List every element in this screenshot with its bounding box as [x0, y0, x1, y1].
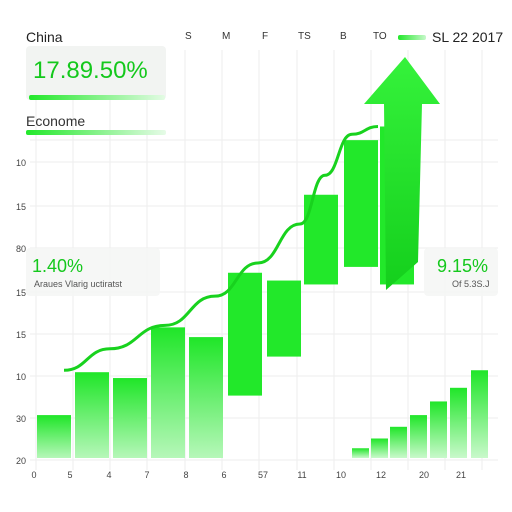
kpi-value: 17.89.50% — [33, 57, 148, 84]
left-stat-panel: 1.40% Araues Vlarig uctiratst — [26, 248, 160, 296]
y-tick-label: 10 — [16, 158, 26, 168]
main-bar — [228, 272, 262, 396]
main-bar — [151, 327, 185, 458]
main-bar — [37, 415, 71, 458]
x-tick-label: 57 — [258, 470, 268, 480]
main-bar — [267, 280, 301, 357]
main-bar — [344, 140, 378, 267]
month-label: TO — [373, 31, 387, 42]
y-tick-label: 30 — [16, 414, 26, 424]
small-bar — [471, 370, 488, 458]
left-stat-caption: Araues Vlarig uctiratst — [34, 279, 123, 289]
right-stat-caption: Of 5.3S.J — [452, 279, 490, 289]
kpi-label: Econome — [26, 113, 86, 129]
main-bar — [75, 372, 109, 458]
month-label: F — [262, 31, 269, 42]
kpi-label-underline — [26, 130, 166, 135]
month-label: B — [340, 31, 347, 42]
x-tick-label: 21 — [456, 470, 466, 480]
chart-title: China — [26, 29, 63, 45]
right-stat-value: 9.15% — [437, 256, 489, 276]
header-date: SL 22 2017 — [432, 29, 504, 45]
small-bar — [450, 387, 467, 458]
y-tick-label: 10 — [16, 372, 26, 382]
x-tick-label: 20 — [419, 470, 429, 480]
main-bar — [113, 378, 147, 458]
small-bar — [352, 448, 369, 458]
left-stat-value: 1.40% — [32, 256, 84, 276]
x-tick-label: 0 — [31, 470, 36, 480]
small-bar — [430, 401, 447, 458]
x-tick-label: 5 — [67, 470, 72, 480]
y-tick-label: 80 — [16, 244, 26, 254]
kpi-underline — [29, 95, 165, 100]
x-tick-label: 7 — [144, 470, 149, 480]
x-tick-label: 10 — [336, 470, 346, 480]
small-bar — [371, 438, 388, 458]
legend-bar — [398, 35, 426, 40]
y-tick-label: 20 — [16, 456, 26, 466]
main-bar — [189, 337, 223, 458]
y-tick-label: 15 — [16, 330, 26, 340]
trend-line — [63, 125, 379, 372]
right-stat-panel: 9.15% Of 5.3S.J — [424, 248, 498, 296]
month-label: S — [185, 31, 192, 42]
small-bar-series — [352, 370, 488, 458]
small-bar — [390, 426, 407, 458]
trend-arrow-icon — [364, 57, 440, 290]
x-tick-label: 11 — [297, 470, 306, 480]
x-tick-label: 6 — [221, 470, 226, 480]
small-bar — [410, 415, 427, 458]
x-tick-label: 8 — [183, 470, 188, 480]
y-tick-label: 15 — [16, 202, 26, 212]
y-axis-ticks: 10 15 80 15 15 10 30 20 — [16, 158, 26, 466]
month-label: TS — [298, 31, 311, 42]
x-tick-label: 12 — [376, 470, 386, 480]
kpi-card: 17.89.50% — [26, 46, 166, 100]
y-tick-label: 15 — [16, 288, 26, 298]
x-axis-ticks: 0 5 4 7 8 6 57 11 10 12 20 21 — [31, 470, 466, 480]
x-tick-label: 4 — [106, 470, 111, 480]
month-label: M — [222, 31, 231, 42]
